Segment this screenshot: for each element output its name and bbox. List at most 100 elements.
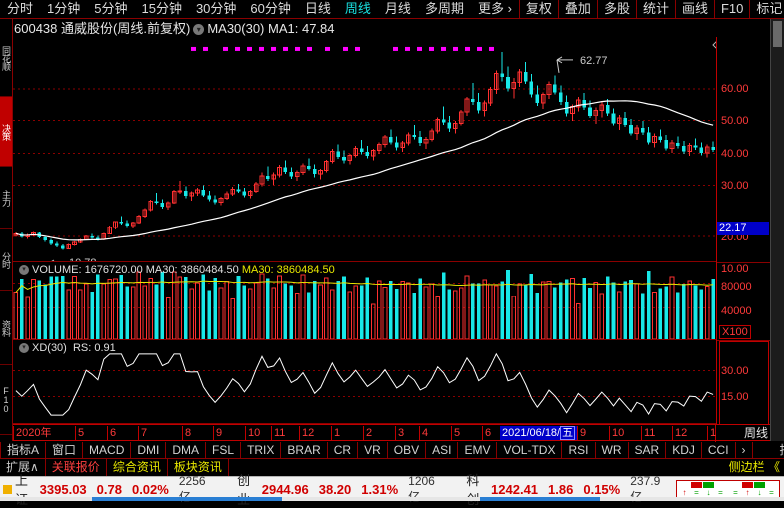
- period-tab-9[interactable]: 多周期: [424, 1, 464, 16]
- market-heatmap-mini[interactable]: ↑ = ↓ = = ↑ ↓ =: [676, 480, 780, 498]
- heatmap-row: [730, 482, 777, 488]
- sidebar-item-4[interactable]: 资料: [0, 291, 12, 365]
- date-label-17: 11: [641, 426, 655, 440]
- sidebar-item-2[interactable]: 主力: [0, 167, 12, 229]
- date-label-11: 3: [395, 426, 404, 440]
- indicator-button-bar: 指标A 窗口 MACD DMI DMA FSL TRIX BRAR CR VR OBV ASI EMV V…: [0, 442, 784, 459]
- toolbar-action-3[interactable]: 统计: [637, 0, 676, 18]
- rs-label: RS:: [72, 342, 92, 354]
- indicator-btn-12[interactable]: RSI: [562, 442, 596, 458]
- period-tabs: 分时 1分钟 5分钟 15分钟 30分钟 60分钟 日线 周线 月线 多周期 更多 ›: [0, 0, 519, 18]
- toolbar-action-6[interactable]: 标记: [750, 0, 784, 18]
- stock-name: 通威股份: [61, 21, 114, 36]
- volume-value: 1676720.00: [84, 264, 143, 276]
- date-label-12: 4: [419, 426, 428, 440]
- period-tab-2[interactable]: 5分钟: [94, 1, 128, 16]
- date-label-4: 8: [182, 426, 191, 440]
- ext-bar-item-3[interactable]: 板块资讯: [168, 459, 229, 476]
- indicator-btn-10[interactable]: EMV: [458, 442, 498, 458]
- index-name-0: 上证: [15, 473, 29, 507]
- indicator-btn-16[interactable]: CCI: [702, 442, 736, 458]
- scrollbar-thumb[interactable]: [773, 21, 782, 47]
- indicator-btn-0[interactable]: MACD: [83, 442, 132, 458]
- period-tab-4[interactable]: 30分钟: [195, 1, 237, 16]
- indicator-btn-17[interactable]: ›: [736, 442, 753, 458]
- sidebar-toggle[interactable]: 侧边栏 《: [728, 460, 780, 474]
- date-label-7: 11: [271, 426, 285, 440]
- volume-pane-header: ▾ VOLUME: 1676720.00 MA30: 3860484.50 MA3…: [16, 263, 335, 277]
- indicator-side-btn-0[interactable]: 指标A: [0, 442, 47, 458]
- period-tab-3[interactable]: 15分钟: [141, 1, 182, 16]
- date-label-2: 6: [107, 426, 116, 440]
- sidebar-item-0[interactable]: 同花顺: [0, 19, 12, 97]
- period-tab-5[interactable]: 60分钟: [250, 1, 291, 16]
- volume-pane[interactable]: ▾ VOLUME: 1676720.00 MA30: 3860484.50 MA3…: [13, 262, 716, 340]
- indicator-btn-4[interactable]: TRIX: [241, 442, 282, 458]
- indicator-right-btn-0[interactable]: 指标B: [771, 442, 784, 458]
- indicator-btn-14[interactable]: SAR: [629, 442, 667, 458]
- period-tab-8[interactable]: 月线: [384, 1, 411, 16]
- index-change-0: 0.78: [96, 481, 122, 497]
- period-tab-10[interactable]: 更多 ›: [477, 1, 512, 16]
- sidebar-item-1[interactable]: 决策: [0, 97, 12, 167]
- chart-area[interactable]: 10.78 62.77 S S: [13, 37, 716, 441]
- ext-bar-item-1[interactable]: 关联报价: [46, 459, 107, 476]
- adjust-mode: (周线.前复权): [113, 21, 191, 36]
- axis-tick: 80000: [721, 281, 752, 293]
- indicator-btn-15[interactable]: KDJ: [666, 442, 702, 458]
- heatmap-row: [679, 482, 726, 488]
- date-label-5: 9: [213, 426, 222, 440]
- chevron-down-icon[interactable]: ▾: [193, 24, 205, 36]
- heatmap-block-1: ↑ = ↓ =: [679, 482, 726, 497]
- indicator-pane[interactable]: ▾ XD(30) RS: 0.91: [13, 340, 716, 424]
- volume-ma-value: 3860484.50: [180, 264, 239, 276]
- indicator-btn-8[interactable]: OBV: [388, 442, 427, 458]
- indicator-side-btn-1[interactable]: 窗口: [46, 442, 84, 458]
- axis-tick: 40.00: [721, 148, 749, 160]
- indicator-btn-5[interactable]: BRAR: [281, 442, 328, 458]
- index-value-1: 2944.96: [261, 481, 309, 497]
- right-scrollbar[interactable]: [770, 19, 784, 441]
- indicator-btn-7[interactable]: VR: [358, 442, 388, 458]
- sidebar-item-3[interactable]: 分时: [0, 229, 12, 291]
- toolbar-action-1[interactable]: 叠加: [559, 0, 598, 18]
- ext-bar-item-0[interactable]: 扩展∧: [0, 459, 46, 476]
- period-tab-1[interactable]: 1分钟: [47, 1, 81, 16]
- date-label-8: 12: [299, 426, 314, 440]
- date-label-18: 12: [672, 426, 687, 440]
- period-label: 周线: [743, 426, 768, 440]
- date-label-0: 2020年: [13, 426, 51, 440]
- indicator-btn-1[interactable]: DMI: [131, 442, 167, 458]
- price-pane[interactable]: 10.78 62.77 S S: [13, 37, 716, 262]
- date-label-15: 9: [577, 426, 586, 440]
- index-value-2: 1242.41: [491, 481, 539, 497]
- volume-ma-value-2: 3860484.50: [276, 264, 335, 276]
- stock-code: 600438: [14, 21, 58, 36]
- toolbar-action-4[interactable]: 画线: [676, 0, 715, 18]
- index-name-2: 科创: [466, 473, 480, 507]
- period-tab-0[interactable]: 分时: [7, 1, 34, 16]
- period-tab-7[interactable]: 周线: [344, 1, 371, 16]
- heatmap-row: ↑ = ↓ =: [682, 488, 723, 497]
- indicator-btn-11[interactable]: VOL-TDX: [497, 442, 563, 458]
- indicator-bar-gap: [753, 442, 771, 458]
- taskbar-segment: [480, 497, 600, 501]
- indicator-btn-2[interactable]: DMA: [166, 442, 207, 458]
- date-label-14: 6: [482, 426, 491, 440]
- right-price-axis[interactable]: 60.00 50.00 40.00 30.00 20.00 10.00 22.17 80000…: [716, 37, 771, 441]
- sidebar-item-5[interactable]: F10: [0, 365, 12, 435]
- period-tab-6[interactable]: 日线: [304, 1, 331, 16]
- indicator-btn-3[interactable]: FSL: [206, 442, 242, 458]
- indicator-btn-13[interactable]: WR: [596, 442, 629, 458]
- chevron-down-icon[interactable]: ▾: [19, 265, 29, 276]
- toolbar-action-5[interactable]: F10: [715, 0, 751, 18]
- svg-text:62.77: 62.77: [580, 55, 608, 67]
- toolbar-action-0[interactable]: 复权: [520, 0, 559, 18]
- ext-bar-item-2[interactable]: 综合资讯: [107, 459, 168, 476]
- axis-tick: 50.00: [721, 115, 749, 127]
- indicator-btn-6[interactable]: CR: [328, 442, 359, 458]
- chevron-down-icon[interactable]: ▾: [19, 343, 29, 354]
- toolbar-action-2[interactable]: 多股: [598, 0, 637, 18]
- date-label-9: 1: [331, 426, 340, 440]
- indicator-btn-9[interactable]: ASI: [426, 442, 459, 458]
